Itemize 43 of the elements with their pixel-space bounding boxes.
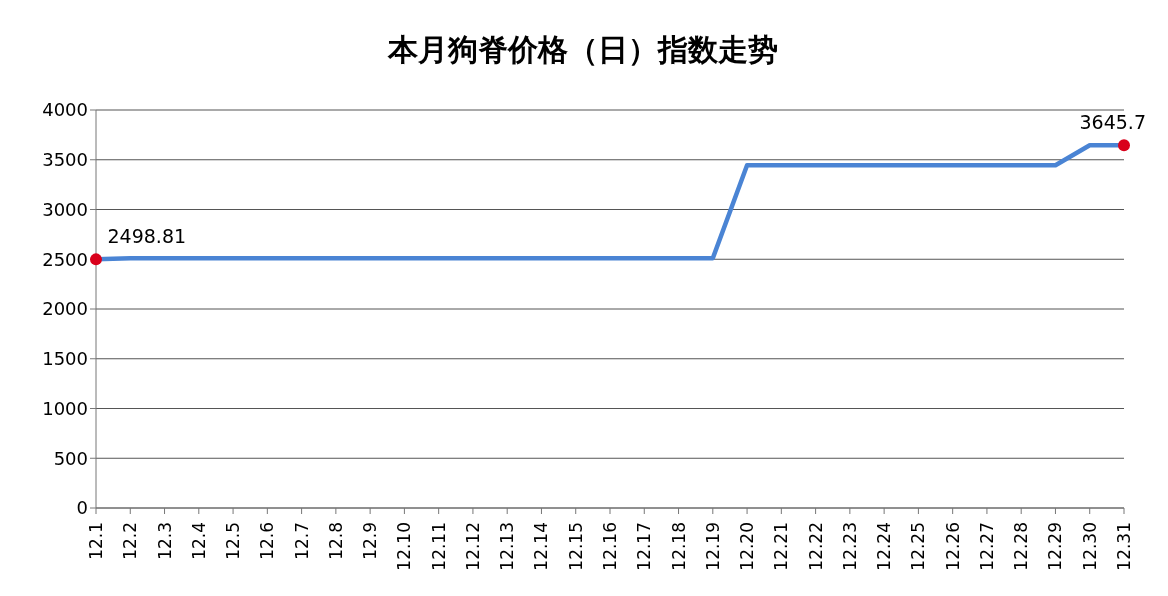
data-label: 3645.7 (1079, 110, 1146, 133)
x-tick-label: 12.27 (976, 522, 997, 571)
x-tick-label: 12.11 (428, 522, 449, 571)
x-tick-label: 12.1 (86, 522, 106, 560)
x-tick-label: 12.5 (223, 522, 244, 560)
x-tick-label: 12.9 (360, 522, 381, 560)
x-tick-label: 12.12 (462, 522, 483, 571)
y-tick-label: 1000 (42, 397, 88, 419)
x-tick-label: 12.2 (120, 522, 141, 560)
x-tick-label: 12.17 (634, 522, 655, 571)
y-tick-label: 4000 (42, 99, 88, 121)
x-tick-label: 12.24 (874, 522, 895, 571)
x-tick-label: 12.25 (908, 522, 929, 571)
y-tick-label: 500 (53, 447, 88, 469)
x-tick-label: 12.18 (668, 522, 689, 571)
chart-title: 本月狗脊价格（日）指数走势 (386, 31, 779, 69)
x-tick-label: 12.22 (805, 522, 826, 571)
x-tick-label: 12.3 (154, 522, 175, 560)
y-tick-label: 1500 (42, 348, 88, 370)
x-tick-label: 12.31 (1114, 522, 1134, 571)
data-label: 2498.81 (107, 224, 187, 247)
y-tick-label: 3000 (42, 198, 88, 220)
x-tick-label: 12.23 (839, 522, 860, 571)
x-tick-label: 12.8 (325, 522, 346, 560)
x-tick-label: 12.26 (942, 522, 963, 571)
y-tick-label: 2000 (42, 298, 88, 320)
x-tick-label: 12.20 (737, 522, 758, 571)
y-tick-label: 0 (76, 497, 88, 519)
x-tick-label: 12.10 (394, 522, 415, 571)
x-tick-label: 12.21 (771, 522, 792, 571)
y-tick-label: 2500 (42, 248, 88, 270)
x-tick-label: 12.28 (1011, 522, 1032, 571)
x-tick-label: 12.4 (188, 522, 209, 560)
x-tick-label: 12.7 (291, 522, 312, 560)
x-tick-label: 12.30 (1079, 522, 1100, 571)
x-tick-label: 12.6 (257, 522, 278, 560)
x-tick-label: 12.15 (565, 522, 586, 571)
x-tick-label: 12.14 (531, 522, 552, 571)
x-tick-label: 12.13 (497, 522, 518, 571)
x-tick-label: 12.29 (1045, 522, 1066, 571)
x-tick-label: 12.19 (702, 522, 723, 571)
y-tick-label: 3500 (42, 149, 88, 171)
x-tick-label: 12.16 (600, 522, 620, 571)
